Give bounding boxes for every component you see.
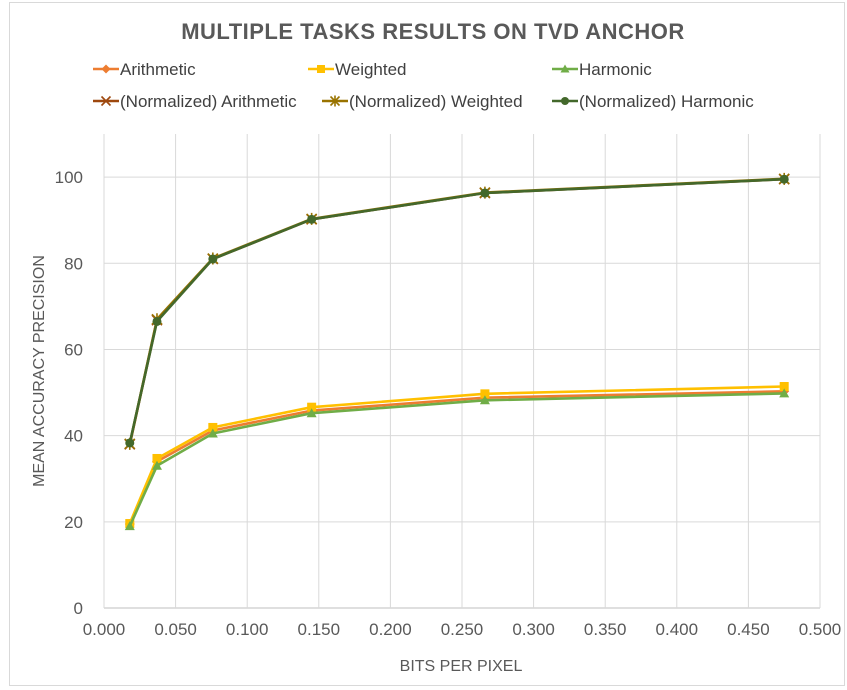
legend-marker (100, 95, 112, 107)
x-tick-label: 0.150 (298, 620, 341, 639)
legend-label: (Normalized) Arithmetic (120, 92, 297, 111)
legend-item-normalized-weighted: (Normalized) Weighted (322, 92, 523, 111)
y-tick-label: 80 (64, 254, 83, 273)
series-normalized-harmonic (125, 174, 789, 448)
data-point-harmonic (479, 395, 490, 405)
series-group (124, 172, 790, 531)
x-tick-label: 0.500 (799, 620, 842, 639)
series-line-harmonic (128, 392, 786, 528)
series-normalized-weighted (124, 172, 790, 450)
legend-label: (Normalized) Harmonic (579, 92, 754, 111)
series-line-normalized-harmonic (128, 177, 786, 445)
legend-label: Arithmetic (120, 60, 196, 79)
data-point-harmonic (151, 460, 162, 470)
series-arithmetic (124, 386, 790, 529)
x-tick-label: 0.200 (369, 620, 412, 639)
legend-label: Weighted (335, 60, 407, 79)
legend-label: Harmonic (579, 60, 652, 79)
series-line-normalized-arithmetic (128, 177, 786, 446)
chart-title: MULTIPLE TASKS RESULTS ON TVD ANCHOR (181, 19, 685, 44)
data-point-weighted (480, 389, 490, 399)
series-line-normalized-weighted (128, 177, 786, 446)
x-tick-label: 0.350 (584, 620, 627, 639)
data-point-normalized-harmonic (208, 254, 218, 264)
data-point-harmonic (306, 408, 317, 418)
data-point-weighted (307, 402, 317, 412)
y-tick-label: 20 (64, 513, 83, 532)
gridlines (103, 134, 821, 609)
data-point-normalized-harmonic (480, 188, 490, 198)
data-point-normalized-harmonic (779, 174, 789, 184)
legend-label: (Normalized) Weighted (349, 92, 523, 111)
legend-marker (329, 95, 341, 107)
legend-item-weighted: Weighted (308, 60, 407, 79)
legend-item-normalized-arithmetic: (Normalized) Arithmetic (93, 92, 297, 111)
chart-frame (9, 2, 845, 686)
y-axis-title: MEAN ACCURACY PRECISION (31, 255, 48, 487)
data-point-normalized-harmonic (152, 316, 162, 326)
x-tick-label: 0.250 (441, 620, 484, 639)
y-tick-label: 40 (64, 427, 83, 446)
series-weighted (125, 382, 789, 529)
legend-item-arithmetic: Arithmetic (93, 60, 196, 79)
legend-item-normalized-harmonic: (Normalized) Harmonic (552, 92, 754, 111)
legend: Arithmetic Weighted Harmonic (Normalized) A… (93, 60, 754, 111)
series-normalized-arithmetic (124, 173, 790, 450)
axes: 0 20 40 60 80 100 0.000 0.050 0.100 0.150 0.200 0.2… (55, 168, 842, 639)
y-tick-label: 100 (55, 168, 83, 187)
data-point-normalized-harmonic (125, 438, 135, 448)
x-tick-label: 0.400 (656, 620, 699, 639)
x-tick-label: 0.450 (727, 620, 770, 639)
x-tick-label: 0.100 (226, 620, 269, 639)
data-point-weighted (779, 382, 789, 392)
legend-marker (317, 65, 325, 73)
series-line-weighted (128, 385, 786, 525)
x-tick-label: 0.050 (154, 620, 197, 639)
series-harmonic (124, 388, 790, 531)
legend-marker (101, 64, 111, 74)
data-point-harmonic (124, 521, 135, 531)
y-tick-label: 60 (64, 340, 83, 359)
data-point-harmonic (779, 388, 790, 398)
legend-marker (561, 97, 569, 105)
series-line-arithmetic (128, 389, 786, 526)
x-tick-label: 0.000 (83, 620, 126, 639)
data-point-normalized-harmonic (307, 214, 317, 224)
legend-marker (560, 64, 570, 73)
y-tick-label: 0 (74, 599, 83, 618)
data-point-weighted (208, 422, 218, 432)
x-tick-label: 0.300 (512, 620, 555, 639)
x-axis-title: BITS PER PIXEL (400, 658, 523, 675)
data-point-harmonic (207, 428, 218, 438)
legend-item-harmonic: Harmonic (552, 60, 652, 79)
data-point-weighted (152, 453, 162, 463)
